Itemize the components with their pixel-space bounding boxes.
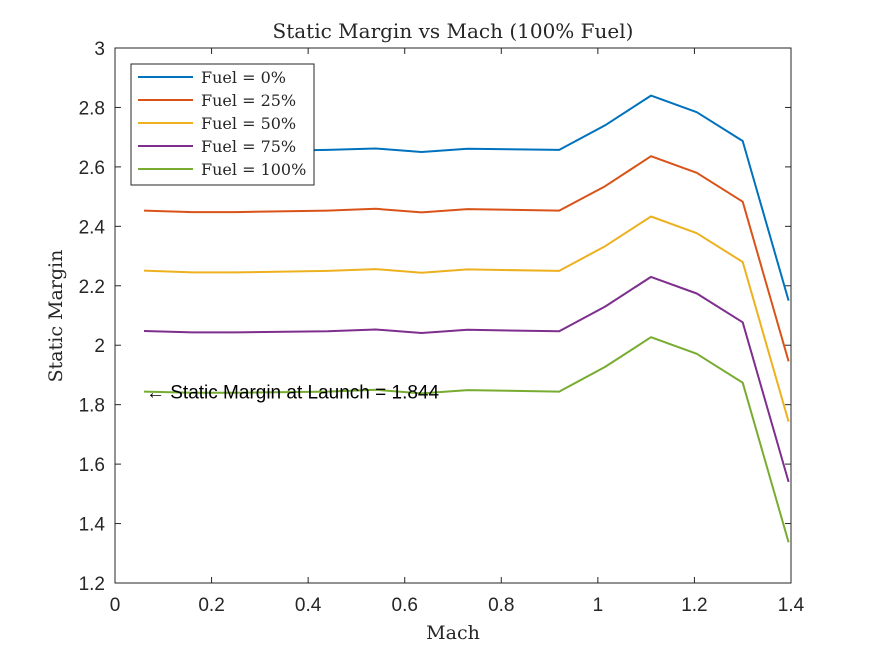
chart-title: Static Margin vs Mach (100% Fuel) bbox=[273, 19, 634, 43]
x-tick-label: 0.2 bbox=[198, 595, 224, 616]
series-line-1 bbox=[143, 155, 790, 362]
x-axis-label: Mach bbox=[426, 622, 480, 644]
x-tick-label: 0.8 bbox=[488, 595, 514, 616]
x-tick-label: 1 bbox=[593, 595, 604, 616]
y-tick-label: 1.4 bbox=[79, 515, 106, 536]
legend-label-1: Fuel = 25% bbox=[201, 91, 296, 110]
y-tick-label: 3 bbox=[94, 39, 105, 60]
plot-area-box bbox=[114, 47, 792, 584]
x-tick-label: 0 bbox=[110, 595, 121, 616]
legend-label-0: Fuel = 0% bbox=[201, 68, 286, 87]
y-axis-label: Static Margin bbox=[45, 250, 67, 383]
x-tick-label: 0.6 bbox=[392, 595, 418, 616]
y-tick-label: 2.6 bbox=[79, 158, 105, 179]
y-tick-label: 2.4 bbox=[79, 217, 106, 238]
x-tick-label: 1.4 bbox=[778, 595, 805, 616]
legend-label-2: Fuel = 50% bbox=[201, 114, 296, 133]
series-line-3 bbox=[143, 275, 790, 483]
y-tick-label: 1.2 bbox=[79, 574, 105, 595]
legend-label-3: Fuel = 75% bbox=[201, 137, 296, 156]
y-tick-label: 2 bbox=[94, 336, 105, 357]
x-tick-label: 1.2 bbox=[681, 595, 707, 616]
x-tick-label: 0.4 bbox=[295, 595, 322, 616]
annotation-text-0: ← Static Margin at Launch = 1.844 bbox=[146, 383, 440, 404]
series-line-4 bbox=[143, 336, 790, 543]
legend-box bbox=[130, 63, 315, 186]
legend-label-4: Fuel = 100% bbox=[201, 160, 306, 179]
y-tick-label: 1.8 bbox=[79, 396, 105, 417]
series-lines bbox=[143, 94, 790, 543]
series-line-2 bbox=[143, 215, 790, 422]
axes: 0 0.2 0.4 0.6 0.8 1 1.2 1.4 1.2 1.4 1.6 1.8 2 2.2 2.4 2… bbox=[79, 39, 805, 616]
annotations: ← Static Margin at Launch = 1.844 bbox=[146, 383, 440, 404]
y-tick-label: 1.6 bbox=[79, 455, 105, 476]
y-tick-label: 2.8 bbox=[79, 98, 105, 119]
legend: Fuel = 0% Fuel = 25% Fuel = 50% Fuel = 75% F… bbox=[130, 63, 315, 186]
y-tick-label: 2.2 bbox=[79, 277, 105, 298]
